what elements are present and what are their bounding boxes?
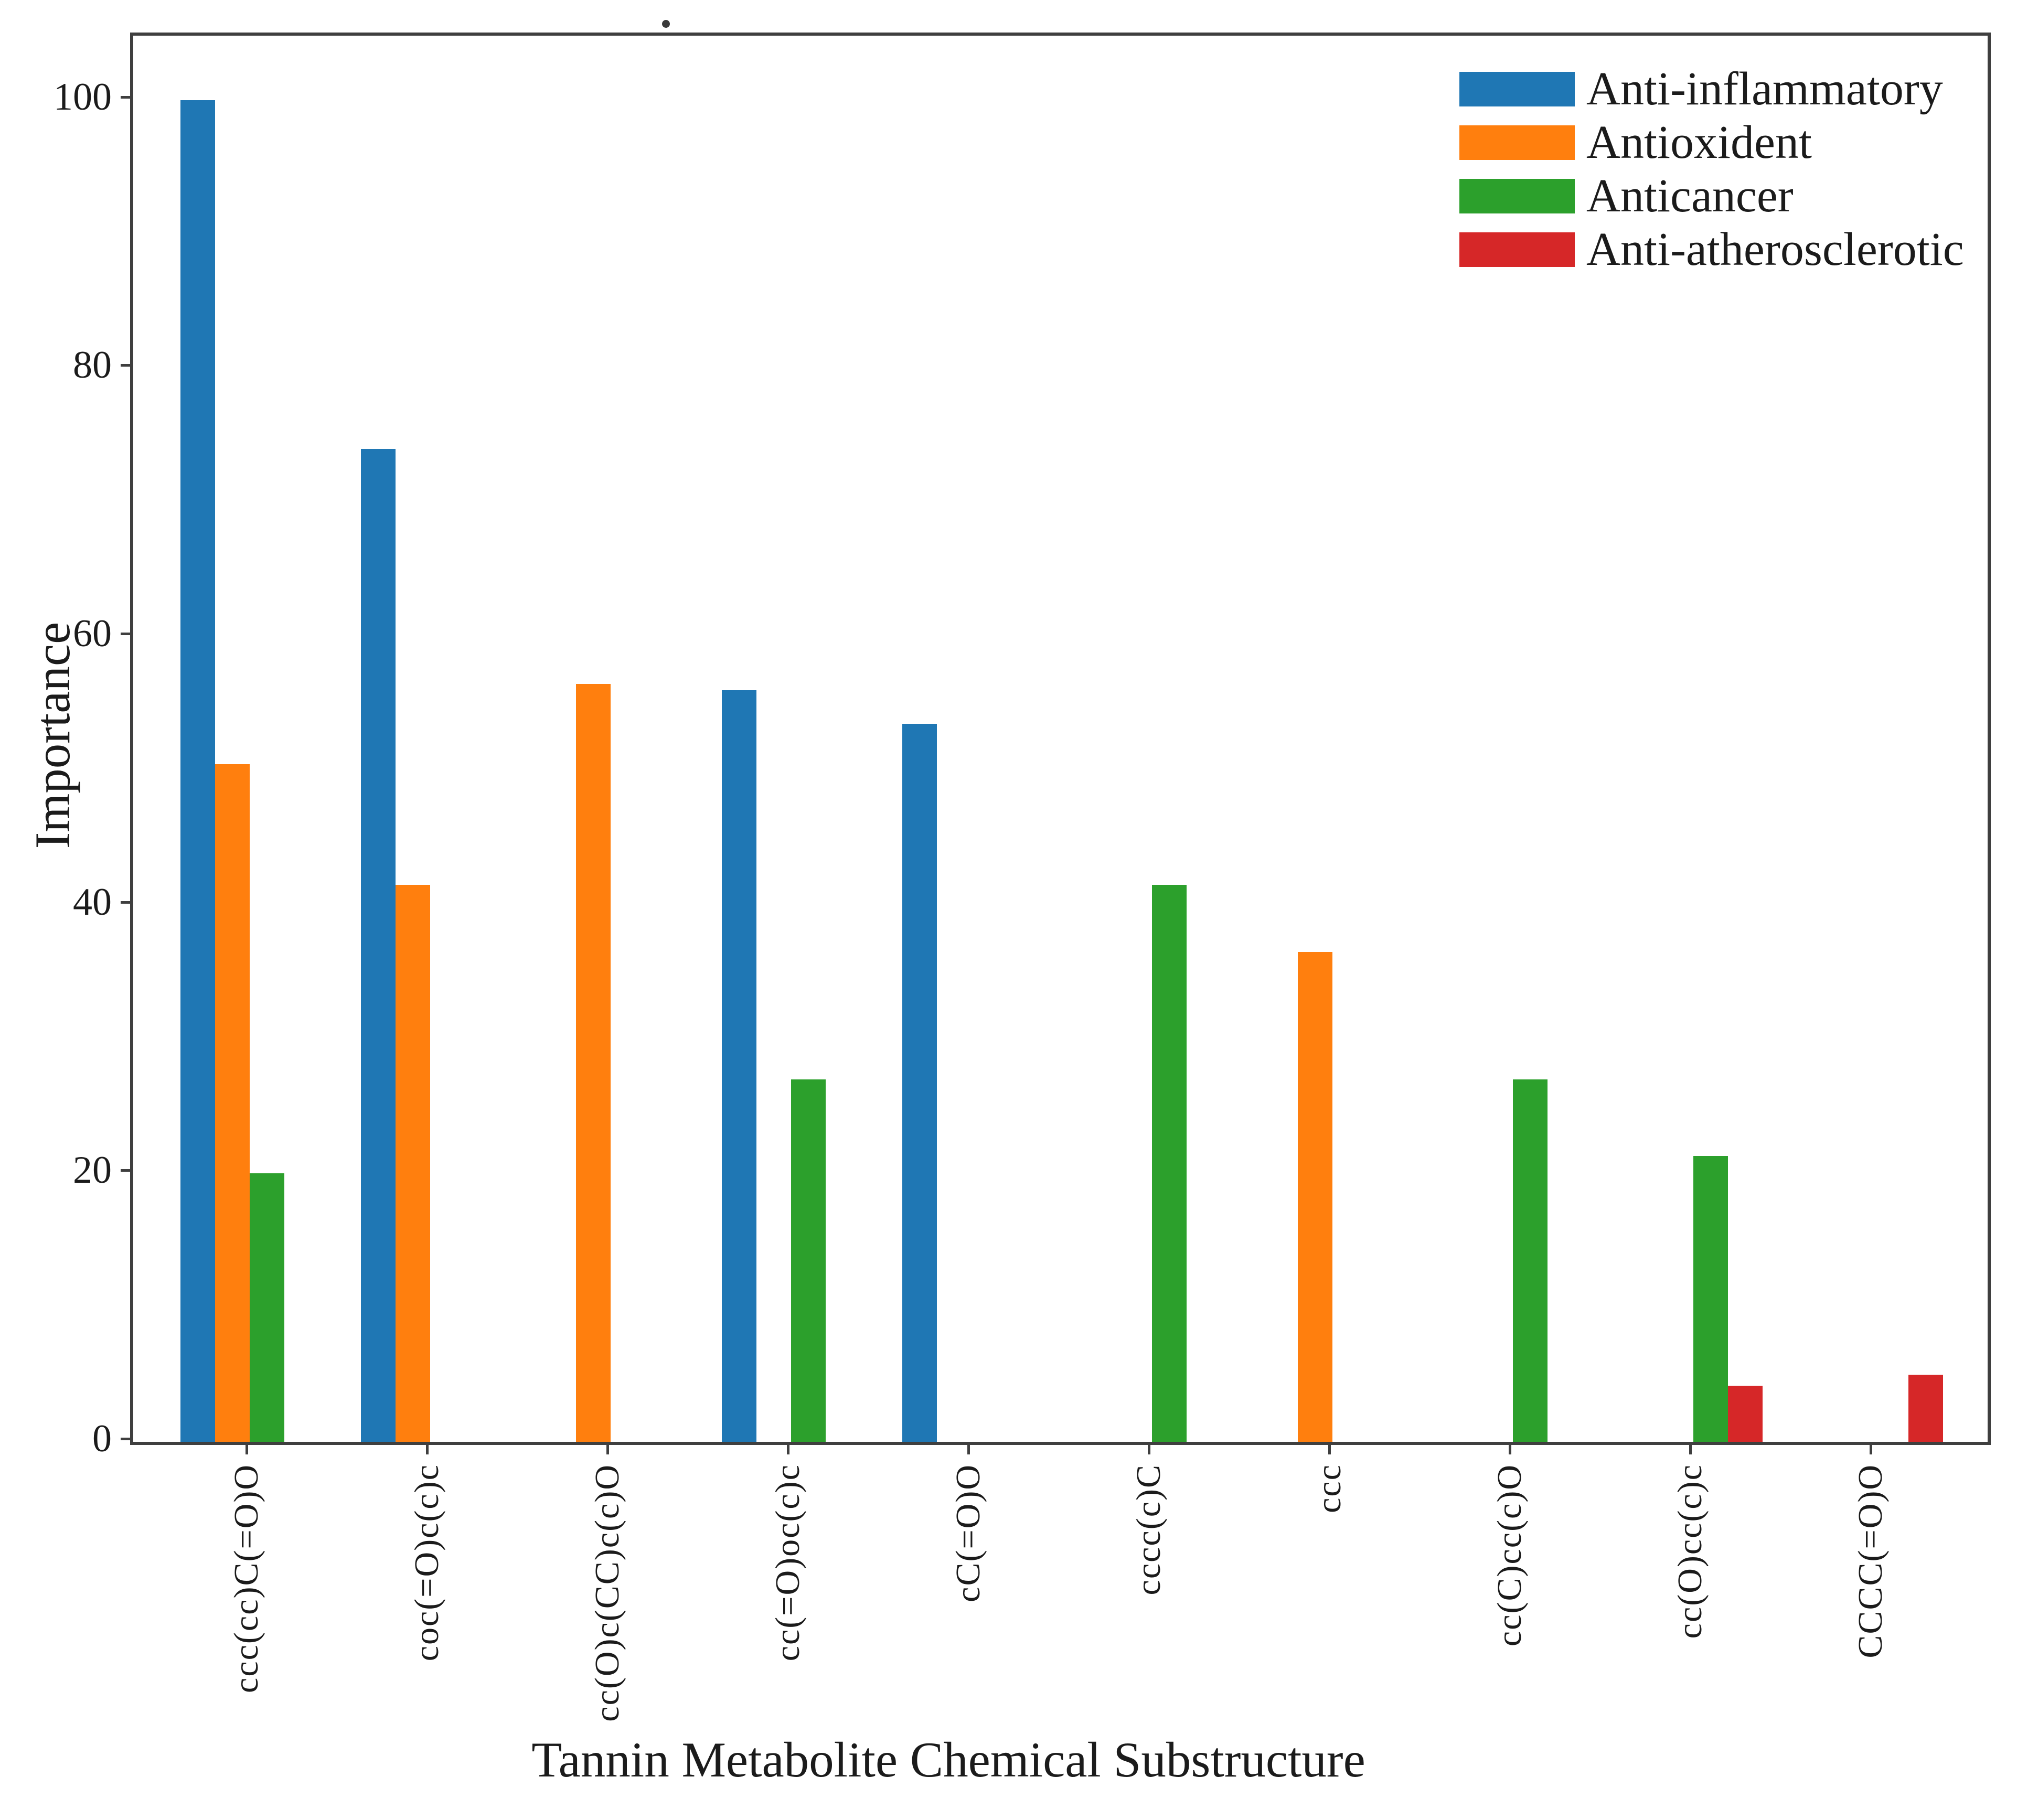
bar-anti-inflammatory-coc-o-c-c-c	[361, 448, 396, 1442]
y-tick-60	[121, 633, 130, 636]
x-tick-cc-o-o	[967, 1442, 970, 1454]
legend-label-anti-inflammatory: Anti-inflammatory	[1586, 63, 1943, 115]
x-tick-cc-o-oc-c-c	[787, 1442, 789, 1454]
x-tick-coc-o-c-c-c	[426, 1442, 429, 1454]
y-tick-80	[121, 364, 130, 367]
bar-anti-atherosclerotic-cc-o-cc-c-c	[1728, 1385, 1763, 1442]
legend-item-anti-inflammatory: Anti-inflammatory	[1459, 66, 1964, 113]
bar-anti-atherosclerotic-cccc-o-o	[1908, 1375, 1943, 1442]
legend-item-anticancer: Anticancer	[1459, 173, 1964, 220]
bar-anticancer-cccc-c-c	[1152, 885, 1187, 1442]
legend-label-antioxident: Antioxident	[1586, 116, 1812, 168]
legend: Anti-inflammatory Antioxident Anticancer An…	[1459, 66, 1964, 286]
x-tick-cc-o-cc-c-c	[1689, 1442, 1692, 1454]
legend-label-anticancer: Anticancer	[1586, 170, 1794, 222]
x-tick-label-cc-o-o: cC(=O)O	[949, 1464, 987, 1602]
bar-antioxident-ccc-cc-c-o-o	[215, 764, 250, 1442]
plot-area	[130, 33, 1991, 1445]
x-tick-label-ccc-cc-c-o-o: ccc(cc)C(=O)O	[227, 1464, 265, 1693]
y-axis-title: Importance	[25, 622, 80, 849]
x-tick-label-ccc: ccc	[1310, 1464, 1348, 1513]
x-tick-label-cc-o-oc-c-c: cc(=O)oc(c)c	[769, 1464, 807, 1662]
x-tick-ccc-cc-c-o-o	[246, 1442, 248, 1454]
y-tick-20	[121, 1169, 130, 1172]
bar-antioxident-coc-o-c-c-c	[396, 885, 430, 1442]
y-tick-label-0: 0	[92, 1417, 112, 1460]
x-tick-cccc-o-o	[1870, 1442, 1872, 1454]
x-tick-cccc-c-c	[1148, 1442, 1150, 1454]
x-tick-label-coc-o-c-c-c: coc(=O)c(c)c	[408, 1464, 446, 1662]
stray-dot	[662, 20, 670, 28]
legend-swatch-anti-inflammatory	[1459, 72, 1575, 106]
bar-anticancer-cc-o-cc-c-c	[1693, 1156, 1728, 1442]
y-tick-label-20: 20	[73, 1149, 112, 1192]
bar-antioxident-cc-o-c-cc-c-c-o	[576, 683, 611, 1442]
y-tick-label-40: 40	[73, 880, 112, 924]
bar-anticancer-ccc-cc-c-o-o	[250, 1173, 284, 1442]
bar-anticancer-cc-c-cc-c-o	[1513, 1079, 1548, 1442]
y-tick-label-80: 80	[73, 344, 112, 387]
x-tick-label-cc-c-cc-c-o: cc(C)cc(c)O	[1490, 1464, 1529, 1647]
y-tick-label-100: 100	[54, 75, 112, 119]
y-tick-label-60: 60	[73, 612, 112, 656]
bar-anti-inflammatory-ccc-cc-c-o-o	[180, 100, 215, 1442]
bar-antioxident-ccc	[1298, 952, 1332, 1442]
x-tick-label-cccc-c-c: cccc(c)C	[1129, 1464, 1168, 1596]
legend-swatch-anti-atherosclerotic	[1459, 232, 1575, 267]
y-tick-100	[121, 95, 130, 99]
legend-swatch-anticancer	[1459, 179, 1575, 213]
x-tick-cc-o-c-cc-c-c-o	[606, 1442, 609, 1454]
legend-swatch-antioxident	[1459, 125, 1575, 160]
x-axis-title: Tannin Metabolite Chemical Substructure	[531, 1732, 1365, 1787]
y-tick-0	[121, 1438, 130, 1440]
x-tick-ccc	[1328, 1442, 1331, 1454]
bar-anti-inflammatory-cc-o-oc-c-c	[722, 690, 756, 1442]
y-tick-40	[121, 901, 130, 904]
legend-label-anti-atherosclerotic: Anti-atherosclerotic	[1586, 223, 1964, 275]
legend-item-anti-atherosclerotic: Anti-atherosclerotic	[1459, 226, 1964, 273]
bar-anticancer-cc-o-oc-c-c	[791, 1079, 826, 1442]
x-tick-cc-c-cc-c-o	[1509, 1442, 1511, 1454]
x-tick-label-cc-o-cc-c-c: cc(O)cc(c)c	[1671, 1464, 1709, 1639]
x-tick-label-cc-o-c-cc-c-c-o: cc(O)c(CC)c(c)O	[588, 1464, 626, 1722]
x-tick-label-cccc-o-o: CCCC(=O)O	[1851, 1464, 1890, 1658]
bar-anti-inflammatory-cc-o-o	[902, 724, 937, 1442]
legend-item-antioxident: Antioxident	[1459, 119, 1964, 166]
